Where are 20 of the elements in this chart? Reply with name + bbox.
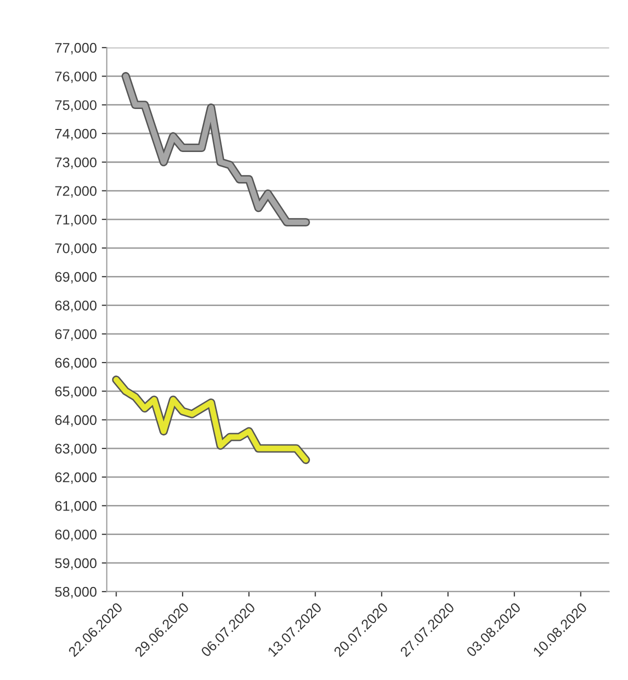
y-tick-label: 76,000 bbox=[55, 72, 96, 84]
y-tick-label: 71,000 bbox=[55, 214, 96, 226]
y-tick-label: 65,000 bbox=[55, 386, 96, 398]
y-tick-label: 62,000 bbox=[55, 472, 96, 484]
y-tick-label: 59,000 bbox=[55, 558, 96, 570]
y-tick-label: 69,000 bbox=[55, 272, 96, 284]
y-tick-label: 66,000 bbox=[55, 358, 96, 370]
y-tick-label: 64,000 bbox=[55, 415, 96, 427]
y-tick-label: 58,000 bbox=[55, 586, 96, 598]
y-tick-label: 67,000 bbox=[55, 329, 96, 341]
y-tick-label: 61,000 bbox=[55, 501, 96, 513]
y-tick-label: 63,000 bbox=[55, 444, 96, 456]
y-tick-label: 70,000 bbox=[55, 243, 96, 255]
y-tick-label: 72,000 bbox=[55, 186, 96, 198]
y-tick-label: 60,000 bbox=[55, 530, 96, 542]
y-tick-label: 74,000 bbox=[55, 128, 96, 140]
y-tick-label: 75,000 bbox=[55, 100, 96, 112]
y-tick-label: 77,000 bbox=[55, 42, 96, 54]
y-tick-label: 68,000 bbox=[55, 300, 96, 312]
y-tick-label: 73,000 bbox=[55, 157, 96, 169]
